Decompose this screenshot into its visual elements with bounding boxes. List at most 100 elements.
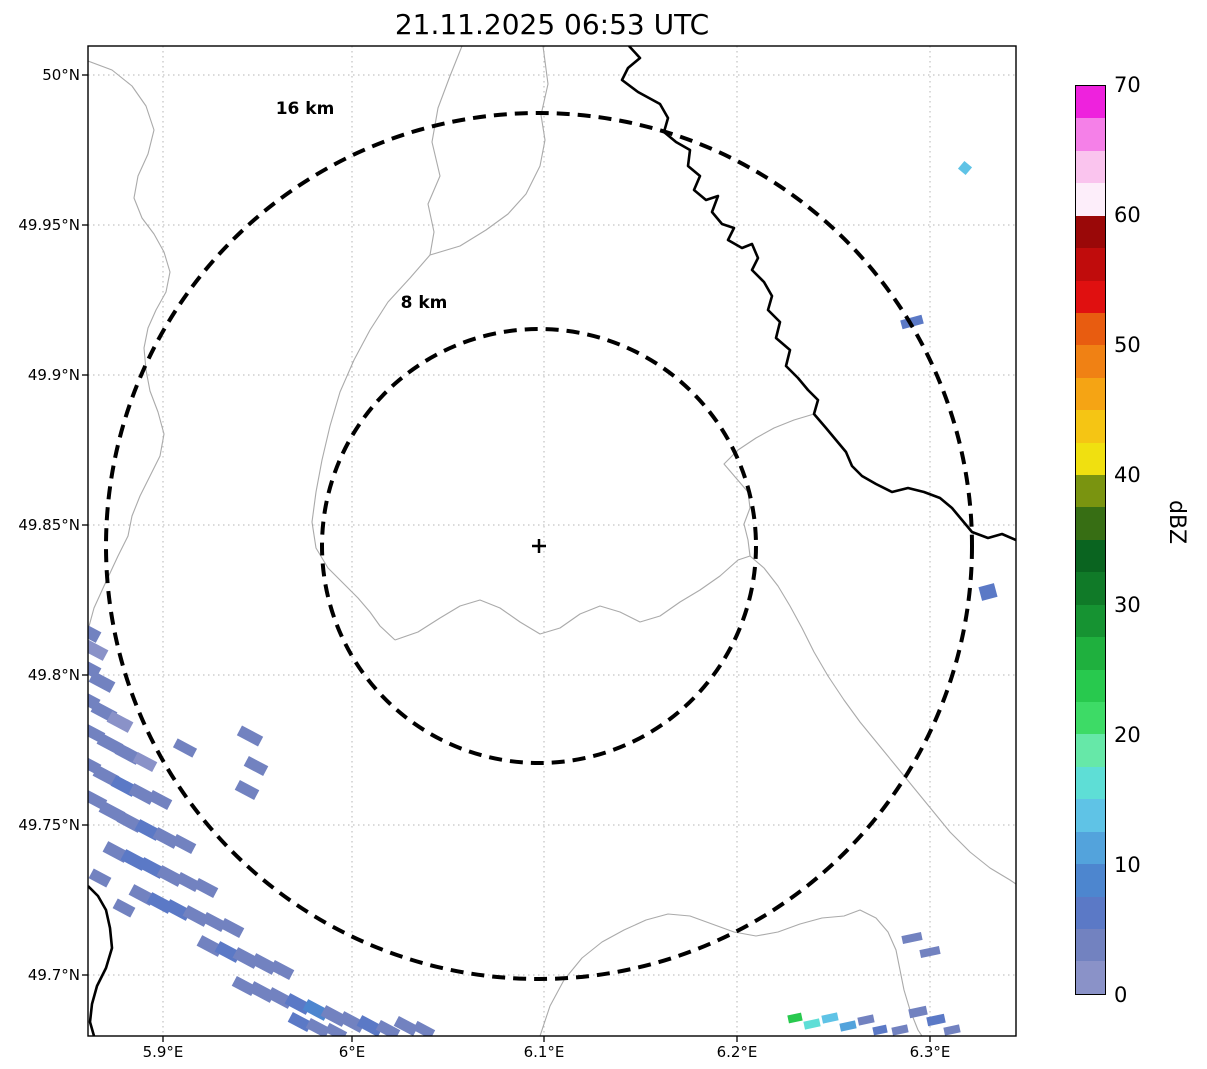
colorbar-segment bbox=[1076, 312, 1105, 346]
y-tick-label: 49.8°N bbox=[27, 666, 80, 684]
colorbar-segment bbox=[1076, 734, 1105, 767]
admin-boundary-line bbox=[723, 413, 815, 557]
colorbar-tick-label: 40 bbox=[1114, 463, 1141, 487]
colorbar-segment bbox=[1076, 928, 1105, 962]
y-tick-label: 49.9°N bbox=[27, 366, 80, 384]
radar-echo-cell bbox=[88, 671, 116, 693]
radar-echo-cell bbox=[92, 765, 120, 787]
radar-echo-cell bbox=[243, 755, 269, 777]
colorbar-tick-label: 0 bbox=[1114, 983, 1128, 1007]
radar-echo-cell bbox=[88, 868, 112, 888]
colorbar-segment bbox=[1076, 507, 1105, 540]
river-border-lines bbox=[88, 46, 1016, 1036]
colorbar-segment bbox=[1076, 604, 1105, 638]
y-tick-label: 49.7°N bbox=[27, 966, 80, 984]
radar-echo-cell bbox=[193, 877, 219, 899]
colorbar-segment bbox=[1076, 118, 1105, 151]
radar-echo-cell bbox=[88, 722, 106, 744]
radar-echo-cell bbox=[106, 711, 134, 733]
admin-boundary-line bbox=[429, 46, 549, 256]
radar-echo-cell bbox=[132, 751, 158, 773]
colorbar-segment bbox=[1076, 345, 1105, 378]
radar-echoes bbox=[88, 160, 998, 1036]
colorbar-segment bbox=[1076, 183, 1105, 216]
radar-echo-cell bbox=[857, 1014, 875, 1026]
radar-echo-cell bbox=[978, 583, 998, 601]
radar-echo-cell bbox=[926, 1013, 946, 1027]
colorbar-segment bbox=[1076, 864, 1105, 897]
colorbar bbox=[1075, 85, 1106, 995]
radar-echo-cell bbox=[919, 946, 941, 958]
radar-echo-cell bbox=[172, 738, 198, 758]
radar-echo-cell bbox=[957, 160, 973, 176]
colorbar-segment bbox=[1076, 539, 1105, 573]
radar-echo-cell bbox=[147, 789, 173, 811]
radar-echo-cell bbox=[338, 1011, 366, 1033]
colorbar-segment bbox=[1076, 961, 1105, 994]
admin-boundary-line bbox=[311, 254, 431, 641]
radar-echo-cell bbox=[803, 1018, 821, 1030]
colorbar-segment bbox=[1076, 410, 1105, 443]
river-border-line bbox=[620, 46, 1016, 542]
axis-ticks bbox=[82, 74, 931, 1042]
y-tick-label: 49.95°N bbox=[18, 216, 80, 234]
colorbar-segment bbox=[1076, 831, 1105, 865]
range-ring-label: 16 km bbox=[276, 99, 335, 119]
colorbar-segment bbox=[1076, 86, 1105, 119]
radar-echo-cell bbox=[234, 779, 260, 801]
x-tick-label: 6.3°E bbox=[909, 1043, 951, 1061]
radar-echo-cell bbox=[393, 1015, 419, 1036]
admin-boundary-line bbox=[427, 46, 463, 256]
admin-boundary-line bbox=[88, 60, 171, 631]
radar-echo-cell bbox=[787, 1012, 803, 1024]
y-tick-label: 49.85°N bbox=[18, 516, 80, 534]
radar-echo-cell bbox=[269, 959, 295, 981]
radar-echo-cell bbox=[943, 1024, 961, 1036]
colorbar-segment bbox=[1076, 215, 1105, 249]
radar-echo-cell bbox=[88, 621, 102, 643]
x-tick-label: 6°E bbox=[338, 1043, 366, 1061]
radar-echo-cell bbox=[900, 314, 924, 330]
radar-echo-cell bbox=[839, 1020, 857, 1032]
radar-echo-cell bbox=[324, 1022, 348, 1036]
radar-echo-cell bbox=[88, 755, 102, 775]
timestamp-title: 21.11.2025 06:53 UTC bbox=[394, 8, 710, 41]
radar-echo-cell bbox=[872, 1024, 888, 1036]
plot-clip-group: 16 km 8 km bbox=[88, 46, 1016, 1036]
colorbar-segment bbox=[1076, 702, 1105, 735]
gridlines bbox=[88, 46, 1016, 1036]
radar-echo-cell bbox=[96, 733, 124, 755]
colorbar-segment bbox=[1076, 442, 1105, 476]
radar-echo-cell bbox=[112, 898, 136, 918]
y-tick-label: 50°N bbox=[42, 66, 80, 84]
range-ring-8km bbox=[320, 327, 758, 765]
y-tick-label: 49.75°N bbox=[18, 816, 80, 834]
colorbar-segment bbox=[1076, 572, 1105, 605]
radar-echo-cell bbox=[891, 1024, 909, 1036]
colorbar-segment bbox=[1076, 669, 1105, 703]
radar-echo-cell bbox=[88, 789, 108, 811]
colorbar-tick-label: 60 bbox=[1114, 203, 1141, 227]
colorbar-segment bbox=[1076, 248, 1105, 281]
x-tick-label: 6.2°E bbox=[716, 1043, 758, 1061]
radar-echo-cell bbox=[98, 801, 126, 823]
radar-echo-cell bbox=[901, 932, 923, 944]
radar-echo-cell bbox=[219, 917, 245, 939]
radar-center-marker bbox=[532, 539, 546, 553]
admin-boundaries bbox=[88, 46, 1016, 1036]
admin-boundary-line bbox=[394, 555, 1016, 885]
admin-boundary-line bbox=[539, 909, 923, 1036]
colorbar-tick-label: 20 bbox=[1114, 723, 1141, 747]
colorbar-segment bbox=[1076, 280, 1105, 313]
colorbar-tick-label: 50 bbox=[1114, 333, 1141, 357]
colorbar-segment bbox=[1076, 150, 1105, 184]
radar-echo-cell bbox=[236, 725, 264, 747]
x-tick-label: 5.9°E bbox=[142, 1043, 184, 1061]
radar-echo-cell bbox=[821, 1012, 839, 1024]
radar-echo-cell bbox=[305, 1017, 331, 1036]
colorbar-tick-label: 70 bbox=[1114, 73, 1141, 97]
plot-area: 16 km 8 km bbox=[82, 45, 1017, 1042]
colorbar-segment bbox=[1076, 377, 1105, 411]
range-ring-16km bbox=[104, 111, 974, 981]
